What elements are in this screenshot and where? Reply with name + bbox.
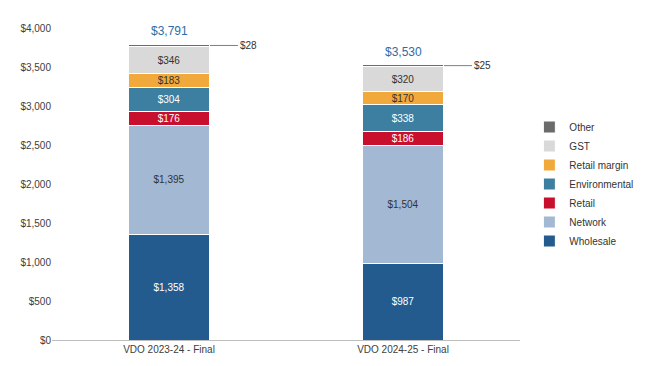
svg-text:$186: $186 <box>392 133 415 144</box>
svg-text:VDO 2024-25 - Final: VDO 2024-25 - Final <box>357 344 449 355</box>
svg-text:$183: $183 <box>158 75 181 86</box>
svg-text:VDO 2023-24 - Final: VDO 2023-24 - Final <box>123 344 215 355</box>
svg-text:$3,000: $3,000 <box>20 101 51 112</box>
svg-text:$1,358: $1,358 <box>153 282 184 293</box>
svg-text:GST: GST <box>569 141 590 152</box>
svg-text:Other: Other <box>569 122 595 133</box>
svg-text:$0: $0 <box>40 335 52 346</box>
svg-text:$338: $338 <box>392 113 415 124</box>
svg-text:Retail margin: Retail margin <box>569 160 628 171</box>
svg-text:$3,791: $3,791 <box>151 24 188 38</box>
svg-text:$304: $304 <box>158 94 181 105</box>
svg-text:$987: $987 <box>392 296 415 307</box>
svg-text:$170: $170 <box>392 93 415 104</box>
svg-text:$2,000: $2,000 <box>20 179 51 190</box>
svg-text:$3,530: $3,530 <box>385 45 422 59</box>
svg-text:$320: $320 <box>392 74 415 85</box>
svg-text:$25: $25 <box>474 60 491 71</box>
svg-text:Environmental: Environmental <box>569 179 633 190</box>
svg-text:$1,500: $1,500 <box>20 218 51 229</box>
svg-text:$4,000: $4,000 <box>20 23 51 34</box>
svg-text:$1,000: $1,000 <box>20 257 51 268</box>
svg-text:$346: $346 <box>158 55 181 66</box>
svg-text:$1,504: $1,504 <box>387 199 418 210</box>
svg-text:$28: $28 <box>240 40 257 51</box>
svg-text:$1,395: $1,395 <box>153 174 184 185</box>
svg-text:$2,500: $2,500 <box>20 140 51 151</box>
svg-text:Retail: Retail <box>569 198 595 209</box>
svg-text:$500: $500 <box>29 296 52 307</box>
svg-text:$3,500: $3,500 <box>20 62 51 73</box>
svg-text:$176: $176 <box>158 113 181 124</box>
svg-text:Wholesale: Wholesale <box>569 236 616 247</box>
svg-text:Network: Network <box>569 217 607 228</box>
